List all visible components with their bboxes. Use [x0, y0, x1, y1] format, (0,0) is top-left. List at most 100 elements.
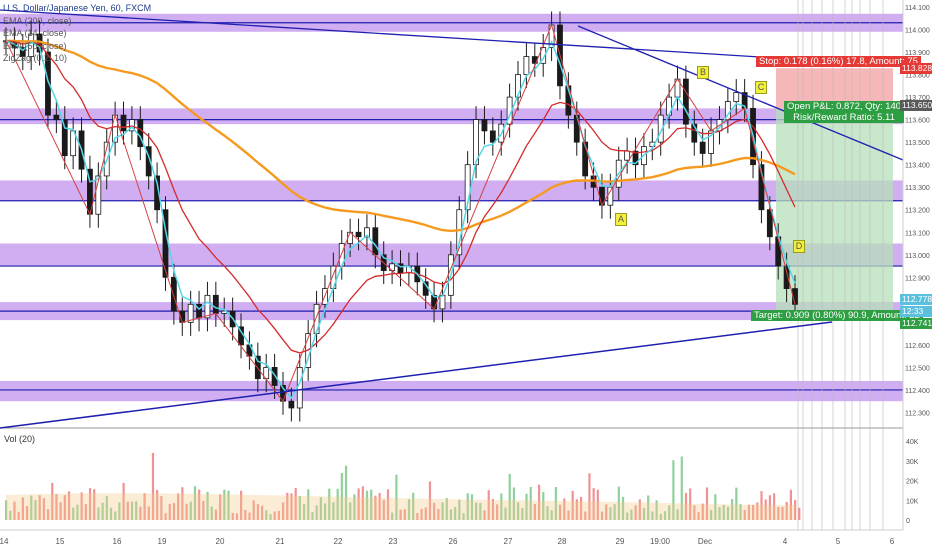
- price-tick-label: 112.300: [905, 410, 930, 417]
- time-tick-label: 6: [890, 537, 895, 546]
- volume-bar: [621, 496, 625, 520]
- volume-bar: [202, 500, 205, 520]
- volume-bar: [139, 506, 142, 520]
- volume-bar: [449, 509, 453, 520]
- volume-bar: [441, 502, 444, 520]
- chart-legend: U.S. Dollar/Japanese Yen, 60, FXCM EMA (…: [3, 2, 151, 65]
- ema-14-line: [5, 39, 796, 400]
- volume-bar: [533, 504, 536, 520]
- volume-bar: [663, 511, 667, 520]
- candle-body: [766, 209, 773, 238]
- volume-bar: [475, 502, 478, 520]
- volume-bar: [756, 502, 759, 520]
- volume-bar: [407, 499, 411, 520]
- volume-bar: [508, 473, 511, 520]
- volume-bar: [752, 504, 755, 520]
- volume-bar: [697, 512, 700, 520]
- candle-body: [145, 146, 152, 177]
- current-price-tag: 112.778: [900, 294, 932, 305]
- volume-bar: [462, 513, 465, 520]
- target-label[interactable]: Target: 0.909 (0.80%) 90.9, Amount: 22: [751, 310, 923, 321]
- price-tick-label: 114.000: [905, 28, 930, 35]
- stop-label[interactable]: Stop: 0.178 (0.16%) 17.8, Amount: 75: [756, 56, 921, 67]
- volume-bar: [659, 513, 662, 520]
- candle-body: [515, 74, 521, 98]
- zigzag-line: [5, 23, 796, 403]
- volume-bar: [638, 499, 641, 520]
- volume-bar: [135, 501, 138, 520]
- volume-bar: [252, 500, 255, 520]
- volume-bar: [609, 507, 612, 520]
- volume-bar: [63, 495, 66, 520]
- volume-bar: [273, 511, 276, 520]
- volume-bar: [642, 507, 646, 520]
- volume-bar: [185, 503, 188, 520]
- price-axis: 114.100114.000113.900113.800113.700113.6…: [902, 0, 932, 550]
- volume-bar: [244, 509, 247, 520]
- volume-bar: [764, 499, 767, 520]
- price-tick-label: 113.100: [905, 230, 930, 237]
- volume-bar: [558, 504, 562, 520]
- volume-bar: [210, 506, 213, 520]
- volume-bar: [773, 493, 776, 520]
- price-tick-label: 113.500: [905, 140, 930, 147]
- candle-body: [187, 303, 194, 323]
- volume-bar: [428, 481, 432, 520]
- indicator-ema50: EMA (50, close): [3, 40, 67, 51]
- candle-body: [439, 294, 446, 310]
- profit-target-zone[interactable]: [776, 108, 893, 314]
- time-tick-label: 19:00: [650, 537, 671, 546]
- volume-bar: [286, 492, 289, 520]
- volume-bar: [294, 487, 297, 520]
- volume-bar: [315, 505, 318, 520]
- candle-body: [355, 231, 362, 238]
- sr-zone: [0, 108, 903, 125]
- candle-body: [607, 186, 614, 206]
- volume-bar: [550, 510, 553, 520]
- volume-bar: [705, 487, 709, 520]
- volume-bar: [88, 488, 92, 520]
- time-tick-label: 16: [113, 537, 122, 546]
- volume-bar: [349, 502, 352, 520]
- candle-body: [364, 227, 370, 238]
- price-tick-label: 112.900: [905, 275, 930, 282]
- volume-bar: [290, 493, 293, 520]
- candle-body: [624, 150, 631, 161]
- volume-bar: [219, 494, 222, 520]
- volume-bar: [143, 493, 146, 520]
- volume-bar: [30, 495, 33, 520]
- volume-bar: [80, 492, 83, 520]
- point-b-label: B: [697, 66, 709, 79]
- sr-zone: [0, 180, 903, 201]
- volume-bar: [731, 499, 734, 520]
- ascending-trendline[interactable]: [0, 321, 833, 429]
- volume-bar: [777, 506, 780, 520]
- point-a-label: A: [615, 213, 627, 226]
- indicator-ema200: EMA (200, close): [3, 15, 72, 26]
- volume-bar: [529, 486, 532, 520]
- time-tick-label: 22: [334, 537, 343, 546]
- volume-bar: [298, 496, 301, 520]
- price-tick-label: 112.500: [905, 365, 930, 372]
- target-price-tag: 112.741: [900, 318, 932, 329]
- volume-bar: [126, 501, 129, 520]
- volume-bar: [500, 493, 503, 520]
- pnl-label[interactable]: Open P&L: 0.872, Qty: 140 Risk/Reward Ra…: [784, 101, 905, 123]
- candle-body: [45, 51, 51, 116]
- candle-body: [254, 355, 261, 380]
- volume-bar: [760, 491, 763, 520]
- volume-bar: [130, 501, 134, 520]
- candle-body: [691, 123, 698, 143]
- volume-bar: [269, 513, 272, 520]
- volume-bar: [344, 465, 348, 520]
- upper-channel-trendline[interactable]: [577, 25, 904, 161]
- volume-bar: [84, 504, 87, 520]
- volume-bar: [626, 512, 629, 520]
- volume-bar: [630, 509, 633, 520]
- candle-body: [540, 47, 547, 64]
- volume-bar: [261, 505, 264, 520]
- volume-bar: [479, 503, 482, 520]
- volume-bar: [617, 486, 620, 520]
- volume-bar: [118, 502, 121, 520]
